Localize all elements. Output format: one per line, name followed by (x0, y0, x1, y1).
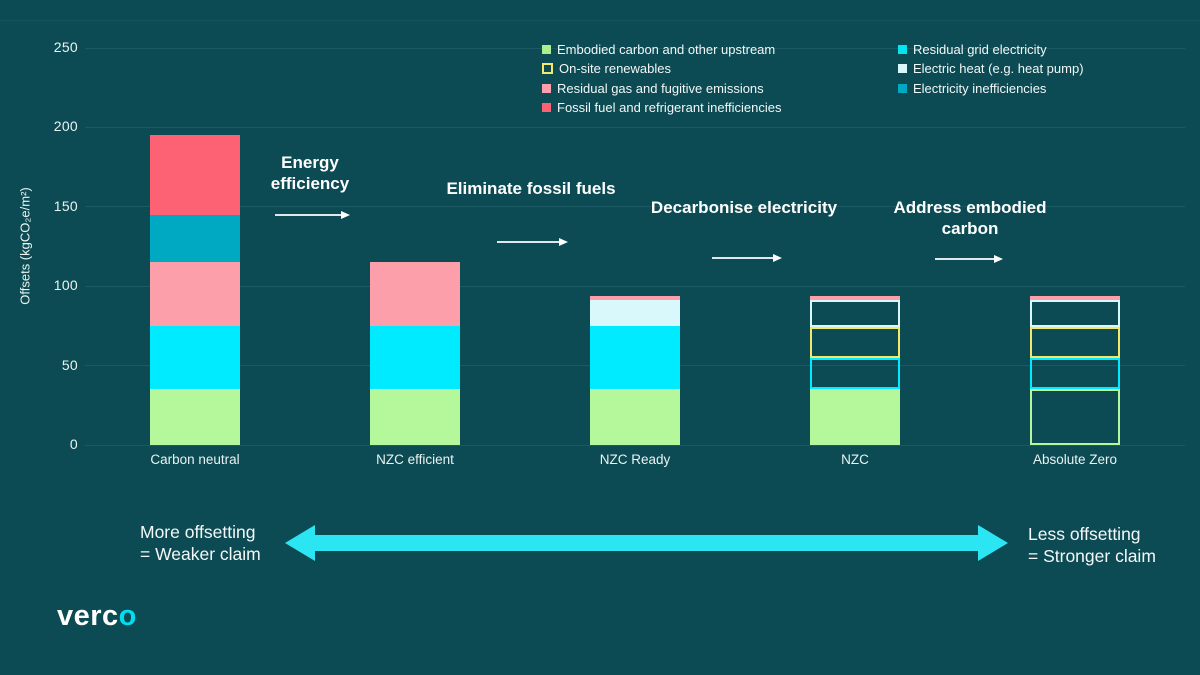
bar-segment (810, 357, 900, 390)
bar-segment (150, 325, 240, 390)
bar-segment (1030, 327, 1120, 358)
offsetting-arrow-shaft (313, 535, 980, 551)
less-offsetting-label: Less offsetting = Stronger claim (1028, 524, 1156, 566)
x-axis-label: NZC Ready (599, 452, 671, 467)
x-axis-label: NZC efficient (376, 452, 454, 467)
legend-label: Residual grid electricity (913, 41, 1047, 57)
legend-swatch-icon (542, 63, 553, 74)
y-tick-label: 150 (53, 197, 78, 214)
legend-label: Electric heat (e.g. heat pump) (913, 61, 1084, 76)
legend-swatch-icon (898, 83, 907, 93)
y-tick-label: 0 (69, 436, 78, 452)
bar-segment (810, 389, 900, 445)
annotation-arrow-icon (935, 255, 1003, 263)
legend-item: Electric heat (e.g. heat pump) (898, 61, 1084, 76)
bar-segment (1030, 300, 1120, 328)
legend-item: Fossil fuel and refrigerant inefficienci… (542, 100, 782, 115)
legend-item: Residual gas and fugitive emissions (542, 80, 764, 96)
legend-item: Embodied carbon and other upstream (542, 41, 776, 57)
annotation-label: Energy efficiency (270, 153, 350, 193)
legend-label: On-site renewables (559, 61, 671, 76)
legend-item: Residual grid electricity (898, 41, 1047, 57)
legend-swatch-icon (542, 44, 551, 54)
bar-segment (1030, 389, 1120, 445)
bar-segment (150, 135, 240, 215)
grid-line (85, 285, 1185, 287)
logo-text-accent: o (118, 600, 137, 632)
legend-item: On-site renewables (542, 61, 671, 76)
bar-segment (590, 295, 680, 301)
annotation-label: Address embodied carbon (893, 198, 1047, 238)
bar-segment (810, 327, 900, 358)
bar-segment (370, 389, 460, 445)
bar-segment (810, 300, 900, 328)
x-axis-label: NZC (841, 452, 869, 467)
y-tick-label: 50 (61, 356, 78, 373)
annotation-label: Eliminate fossil fuels (446, 179, 616, 198)
annotation-arrow-icon (275, 211, 350, 219)
bar-segment (150, 262, 240, 326)
legend-swatch-icon (542, 83, 551, 93)
bar-segment (150, 389, 240, 445)
y-tick-label: 100 (53, 277, 78, 294)
bar-segment (1030, 357, 1120, 390)
bar-segment (370, 262, 460, 326)
bar-segment (1030, 295, 1120, 301)
legend-item: Electricity inefficiencies (898, 80, 1047, 96)
grid-line (85, 444, 1185, 446)
annotation-arrow-icon (712, 254, 782, 262)
legend-swatch-icon (898, 44, 907, 54)
verco-logo: verco (57, 600, 137, 633)
logo-text-main: verc (57, 600, 119, 632)
legend-swatch-icon (542, 103, 551, 112)
legend-label: Embodied carbon and other upstream (557, 41, 776, 57)
x-axis-label: Absolute Zero (1032, 452, 1118, 467)
bar-segment (370, 325, 460, 390)
bar-segment (590, 389, 680, 445)
grid-line (85, 206, 1185, 208)
annotation-label: Decarbonise electricity (650, 198, 838, 217)
y-tick-label: 250 (53, 39, 78, 55)
x-axis-label: Carbon neutral (150, 452, 240, 467)
bar-segment (150, 214, 240, 263)
bar-segment (590, 300, 680, 326)
legend-swatch-icon (898, 64, 907, 73)
grid-line (85, 126, 1185, 128)
bar-segment (810, 295, 900, 301)
legend-label: Electricity inefficiencies (913, 80, 1047, 96)
annotation-arrow-icon (497, 238, 568, 246)
grid-line (85, 47, 1185, 49)
more-offsetting-label: More offsetting = Weaker claim (140, 522, 261, 564)
legend-label: Fossil fuel and refrigerant inefficienci… (557, 100, 782, 115)
offsetting-arrow-left-head-icon (285, 525, 315, 561)
y-tick-label: 200 (53, 118, 78, 135)
legend-label: Residual gas and fugitive emissions (557, 80, 764, 96)
bar-segment (590, 325, 680, 390)
offsetting-arrow-right-head-icon (978, 525, 1008, 561)
top-divider (0, 20, 1200, 21)
